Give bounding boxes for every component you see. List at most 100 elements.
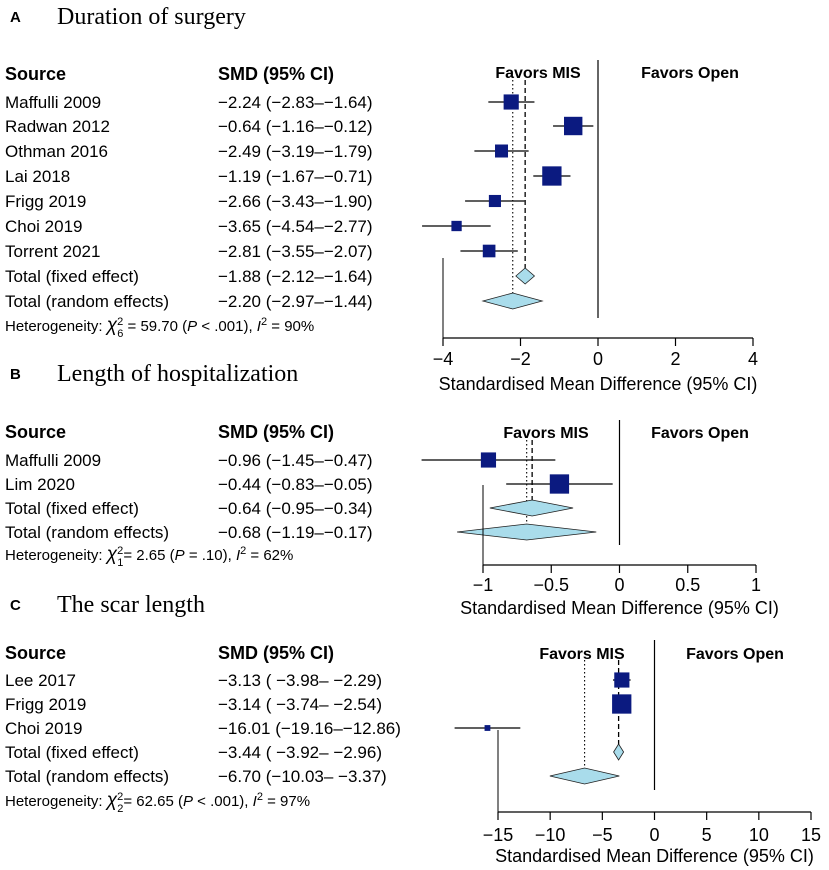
x-tick-label: 15 — [801, 825, 821, 845]
heterogeneity-part: = 62.65 ( — [123, 793, 183, 810]
total-source: Total (random effects) — [5, 767, 169, 786]
x-axis-label: Standardised Mean Difference (95% CI) — [460, 598, 779, 618]
panel-title: The scar length — [57, 592, 205, 618]
study-source: Choi 2019 — [5, 217, 83, 236]
study-square — [542, 166, 562, 186]
study-source: Lim 2020 — [5, 475, 75, 494]
heterogeneity-part: 2 — [117, 545, 123, 557]
study-square — [480, 452, 497, 468]
heterogeneity-part: < .001), — [197, 318, 257, 335]
heterogeneity-part: Heterogeneity: — [5, 547, 107, 564]
x-tick-label: 2 — [670, 349, 680, 369]
panel-B: B Length of hospitalization Source SMD (95%… — [5, 361, 779, 618]
study-square — [549, 474, 570, 494]
favors-open-label: Favors Open — [651, 425, 749, 442]
x-tick-label: −15 — [483, 825, 514, 845]
heterogeneity-part: 2 — [240, 545, 246, 557]
favors-open-label: Favors Open — [641, 65, 739, 82]
header-smd: SMD (95% CI) — [218, 422, 334, 442]
panel-title: Length of hospitalization — [57, 361, 298, 387]
heterogeneity-part: = 62% — [246, 547, 293, 564]
heterogeneity-part: = 2.65 ( — [123, 547, 174, 564]
x-tick-label: 10 — [749, 825, 769, 845]
heterogeneity-part: χ — [105, 790, 118, 811]
study-ci-text: −2.24 (−2.83–−1.64) — [218, 93, 373, 112]
study-ci-text: −1.19 (−1.67–−0.71) — [218, 167, 373, 186]
favors-mis-label: Favors MIS — [495, 65, 581, 82]
heterogeneity-part: I — [257, 318, 261, 335]
total-ci-text: −0.68 (−1.19–−0.17) — [218, 523, 373, 542]
panel-A: A Duration of surgery Source SMD (95% CI) Fa… — [5, 4, 758, 394]
heterogeneity-part: χ — [105, 315, 118, 336]
heterogeneity-part: 1 — [117, 557, 123, 569]
heterogeneity-part: 6 — [117, 328, 123, 340]
total-diamond — [549, 767, 620, 785]
total-diamond — [481, 292, 544, 310]
heterogeneity-part: I — [236, 547, 240, 564]
study-square — [564, 116, 583, 136]
total-ci-text: −0.64 (−0.95–−0.34) — [218, 499, 373, 518]
study-source: Frigg 2019 — [5, 695, 86, 714]
heterogeneity-part: 2 — [261, 316, 267, 328]
x-tick-label: −4 — [433, 349, 454, 369]
panel-letter: A — [10, 9, 21, 26]
heterogeneity-part: 2 — [117, 316, 123, 328]
study-square — [612, 694, 632, 714]
heterogeneity-part: P — [175, 547, 185, 564]
study-source: Lai 2018 — [5, 167, 70, 186]
study-source: Choi 2019 — [5, 719, 83, 738]
heterogeneity-part: = 90% — [267, 318, 314, 335]
total-ci-text: −1.88 (−2.12–−1.64) — [218, 267, 373, 286]
heterogeneity-part: P — [183, 793, 193, 810]
study-source: Radwan 2012 — [5, 117, 110, 136]
heterogeneity-part: 2 — [117, 791, 123, 803]
x-tick-label: −10 — [535, 825, 566, 845]
x-tick-label: 0 — [649, 825, 659, 845]
x-tick-label: 0 — [593, 349, 603, 369]
heterogeneity-part: P — [187, 318, 197, 335]
panel-letter: C — [10, 597, 21, 614]
heterogeneity-part: 2 — [117, 803, 123, 815]
total-source: Total (random effects) — [5, 292, 169, 311]
heterogeneity-part: Heterogeneity: — [5, 793, 107, 810]
total-ci-text: −2.20 (−2.97–−1.44) — [218, 292, 373, 311]
study-source: Torrent 2021 — [5, 242, 100, 261]
study-ci-text: −0.64 (−1.16–−0.12) — [218, 117, 373, 136]
study-ci-text: −16.01 (−19.16–−12.86) — [218, 719, 401, 738]
x-tick-label: −0.5 — [533, 575, 569, 595]
total-diamond — [489, 499, 574, 517]
study-source: Frigg 2019 — [5, 192, 86, 211]
x-tick-label: −2 — [510, 349, 531, 369]
study-square — [482, 244, 496, 258]
total-diamond — [457, 523, 597, 541]
study-source: Othman 2016 — [5, 142, 108, 161]
header-smd: SMD (95% CI) — [218, 643, 334, 663]
x-tick-label: −1 — [473, 575, 494, 595]
study-ci-text: −3.14 ( −3.74– −2.54) — [218, 695, 382, 714]
header-source: Source — [5, 422, 66, 442]
x-tick-label: −5 — [592, 825, 613, 845]
favors-mis-label: Favors MIS — [539, 646, 625, 663]
total-diamond — [515, 267, 536, 285]
total-source: Total (fixed effect) — [5, 499, 139, 518]
study-ci-text: −3.65 (−4.54–−2.77) — [218, 217, 373, 236]
panel-C: C The scar length Source SMD (95% CI) Favors… — [5, 592, 821, 866]
favors-open-label: Favors Open — [686, 646, 784, 663]
heterogeneity-part: χ — [105, 544, 118, 565]
heterogeneity-part: Heterogeneity: — [5, 318, 107, 335]
total-source: Total (random effects) — [5, 523, 169, 542]
study-square — [495, 144, 509, 158]
study-square — [451, 220, 462, 232]
study-ci-text: −2.49 (−3.19–−1.79) — [218, 142, 373, 161]
header-source: Source — [5, 643, 66, 663]
study-square — [488, 194, 501, 208]
study-square — [614, 672, 630, 688]
total-diamond — [613, 743, 625, 761]
heterogeneity-text: Heterogeneity: χ2 1= 2.65 (P = .10), I2 =… — [5, 544, 293, 569]
heterogeneity-part: = 97% — [263, 793, 310, 810]
x-tick-label: 4 — [748, 349, 758, 369]
total-ci-text: −3.44 ( −3.92– −2.96) — [218, 743, 382, 762]
study-ci-text: −0.96 (−1.45–−0.47) — [218, 451, 373, 470]
heterogeneity-part: = 59.70 ( — [123, 318, 187, 335]
